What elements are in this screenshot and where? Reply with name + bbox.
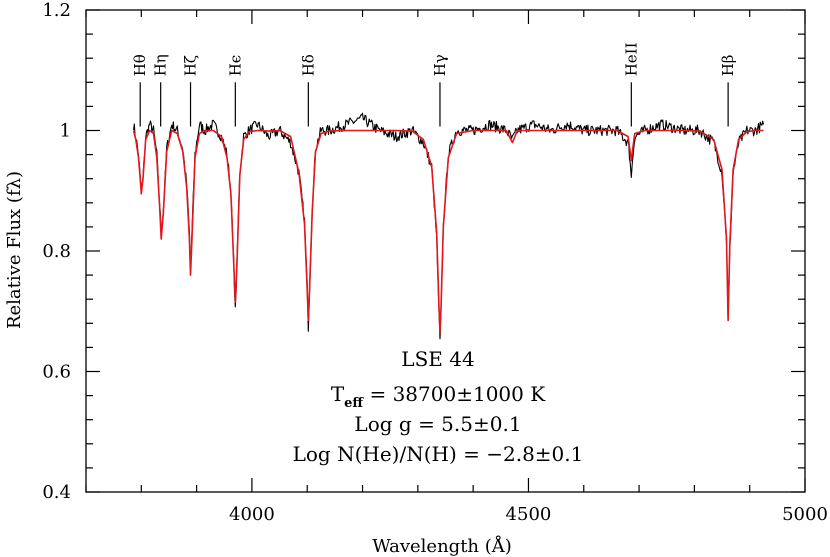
logg-line: Log g = 5.5±0.1 — [354, 412, 521, 436]
observed-spectrum-line — [133, 112, 765, 340]
x-tick-label: 4500 — [506, 504, 552, 525]
line-marker-label: HeII — [622, 42, 640, 76]
line-marker-label: Hζ — [182, 55, 200, 76]
x-tick-label: 5000 — [782, 504, 828, 525]
line-markers: Hθ Hη Hζ Hϵ Hδ Hγ HeII Hβ — [131, 42, 737, 127]
line-marker-label: Hη — [152, 54, 170, 76]
line-marker-label: Hϵ — [226, 55, 244, 76]
model-fit-line — [132, 129, 764, 334]
line-marker-label: Hγ — [431, 54, 449, 76]
fit-annotation: LSE 44 Teff = 38700±1000 K Log g = 5.5±0… — [293, 347, 584, 466]
teff-line: Teff = 38700±1000 K — [331, 382, 546, 411]
abundance-line: Log N(He)/N(H) = −2.8±0.1 — [293, 442, 584, 466]
y-tick-label: 0.6 — [42, 362, 71, 383]
y-tick-label: 1.2 — [42, 0, 71, 21]
y-tick-label: 1 — [60, 121, 71, 142]
y-tick-label: 0.8 — [42, 241, 71, 262]
x-tick-labels: 4000 4500 5000 — [229, 504, 828, 525]
x-axis-title: Wavelength (Å) — [372, 535, 512, 557]
line-marker-label: Hβ — [719, 55, 737, 77]
y-axis-title: Relative Flux (fλ) — [4, 171, 25, 329]
y-tick-label: 0.4 — [42, 482, 71, 503]
axis-ticks — [85, 9, 806, 493]
y-tick-labels: 0.4 0.6 0.8 1 1.2 — [42, 0, 71, 503]
x-tick-label: 4000 — [229, 504, 275, 525]
line-marker-label: Hδ — [299, 54, 317, 76]
star-name: LSE 44 — [401, 347, 474, 371]
line-marker-label: Hθ — [131, 54, 149, 76]
spectrum-series — [132, 112, 765, 340]
